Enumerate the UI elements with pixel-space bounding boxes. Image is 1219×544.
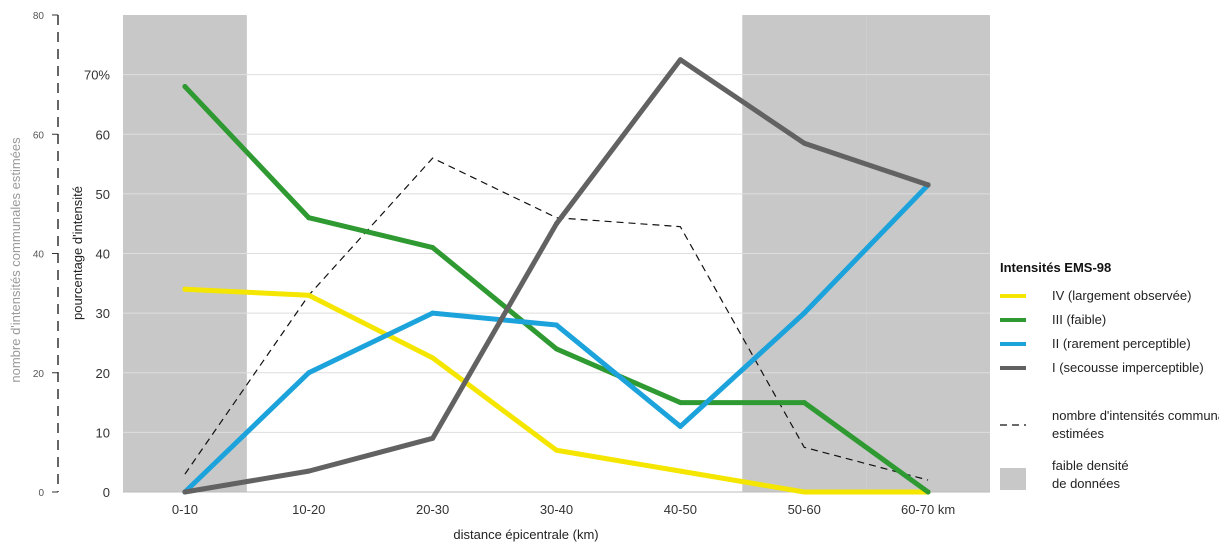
secondary-y-tick-label-2: 20 (33, 369, 45, 380)
series-point-iv-largement-observ-e-3 (430, 355, 436, 361)
series-point-iv-largement-observ-e-4 (554, 447, 559, 453)
secondary-y-axis-label: nombre d'intensités communales estimées (8, 137, 23, 383)
series-point-ii-rarement-perceptible-3 (430, 310, 436, 316)
y-tick-label-6: 50 (96, 187, 110, 202)
x-axis-label: distance épicentrale (km) (453, 527, 598, 542)
y-axis-label: pourcentage d'intensité (70, 186, 85, 320)
secondary-y-tick-label-5: 80 (33, 11, 45, 22)
series-point-i-secousse-imperceptible-1 (182, 489, 188, 495)
x-tick-label-7: 60-70 km (901, 502, 955, 517)
y-tick-label-1: 0 (103, 485, 110, 500)
series (182, 57, 931, 495)
x-tick-label-4: 30-40 (540, 502, 573, 517)
y-tick-label-4: 30 (96, 306, 110, 321)
series-point-iii-faible-5 (677, 400, 683, 406)
series-point-i-secousse-imperceptible-3 (430, 435, 436, 441)
series-point-i-secousse-imperceptible-6 (801, 140, 807, 146)
x-tick-label-3: 20-30 (416, 502, 449, 517)
series-point-ii-rarement-perceptible-4 (554, 322, 559, 328)
legend: Intensités EMS-98 IV (largement observée… (1000, 260, 1219, 491)
legend-label-iii-faible: III (faible) (1052, 312, 1106, 327)
y-tick-label-8: 70% (84, 68, 110, 83)
series-point-i-secousse-imperceptible-5 (677, 57, 683, 63)
y-tick-label-5: 40 (96, 247, 110, 262)
axes: 0 10 20 30 40 50 60 70% 0-10 10-20 20-30 30-40 40-50… (33, 11, 990, 517)
y-tick-label-7: 60 (96, 127, 110, 142)
series-point-iii-faible-3 (430, 245, 436, 251)
series-point-iv-largement-observ-e-1 (182, 286, 188, 292)
series-point-iii-faible-6 (801, 400, 807, 406)
series-point-ii-rarement-perceptible-5 (677, 423, 683, 429)
secondary-y-tick-label-3: 40 (33, 250, 45, 261)
secondary-y-tick-label-1: 0 (38, 488, 44, 499)
series-point-i-secousse-imperceptible-7 (925, 182, 931, 188)
series-point-iii-faible-7 (925, 489, 931, 495)
y-tick-label-2: 10 (96, 425, 110, 440)
series-point-ii-rarement-perceptible-2 (306, 370, 312, 376)
legend-label-ii-rarement-perceptible: II (rarement perceptible) (1052, 336, 1191, 351)
series-point-iii-faible-4 (554, 346, 559, 352)
y-tick-label-3: 20 (96, 366, 110, 381)
legend-label-iv-largement-observ-e: IV (largement observée) (1052, 288, 1191, 303)
legend-swatch-low-density (1000, 468, 1026, 490)
x-tick-label-5: 40-50 (664, 502, 697, 517)
series-point-iv-largement-observ-e-2 (306, 292, 312, 298)
series-point-i-secousse-imperceptible-4 (554, 221, 559, 227)
legend-label-i-secousse-imperceptible: I (secousse imperceptible) (1052, 360, 1204, 375)
x-tick-label-1: 0-10 (172, 502, 198, 517)
series-point-iv-largement-observ-e-5 (677, 468, 683, 474)
series-point-ii-rarement-perceptible-6 (801, 310, 807, 316)
x-tick-label-2: 10-20 (292, 502, 325, 517)
legend-label-low-density: faible densité de données (1052, 458, 1129, 491)
series-point-iii-faible-1 (182, 84, 188, 90)
series-point-iii-faible-2 (306, 215, 312, 221)
series-point-i-secousse-imperceptible-2 (306, 468, 312, 474)
legend-title: Intensités EMS-98 (1000, 260, 1111, 275)
series-point-iv-largement-observ-e-6 (801, 489, 807, 495)
x-tick-label-6: 50-60 (788, 502, 821, 517)
secondary-y-tick-label-4: 60 (33, 130, 45, 141)
